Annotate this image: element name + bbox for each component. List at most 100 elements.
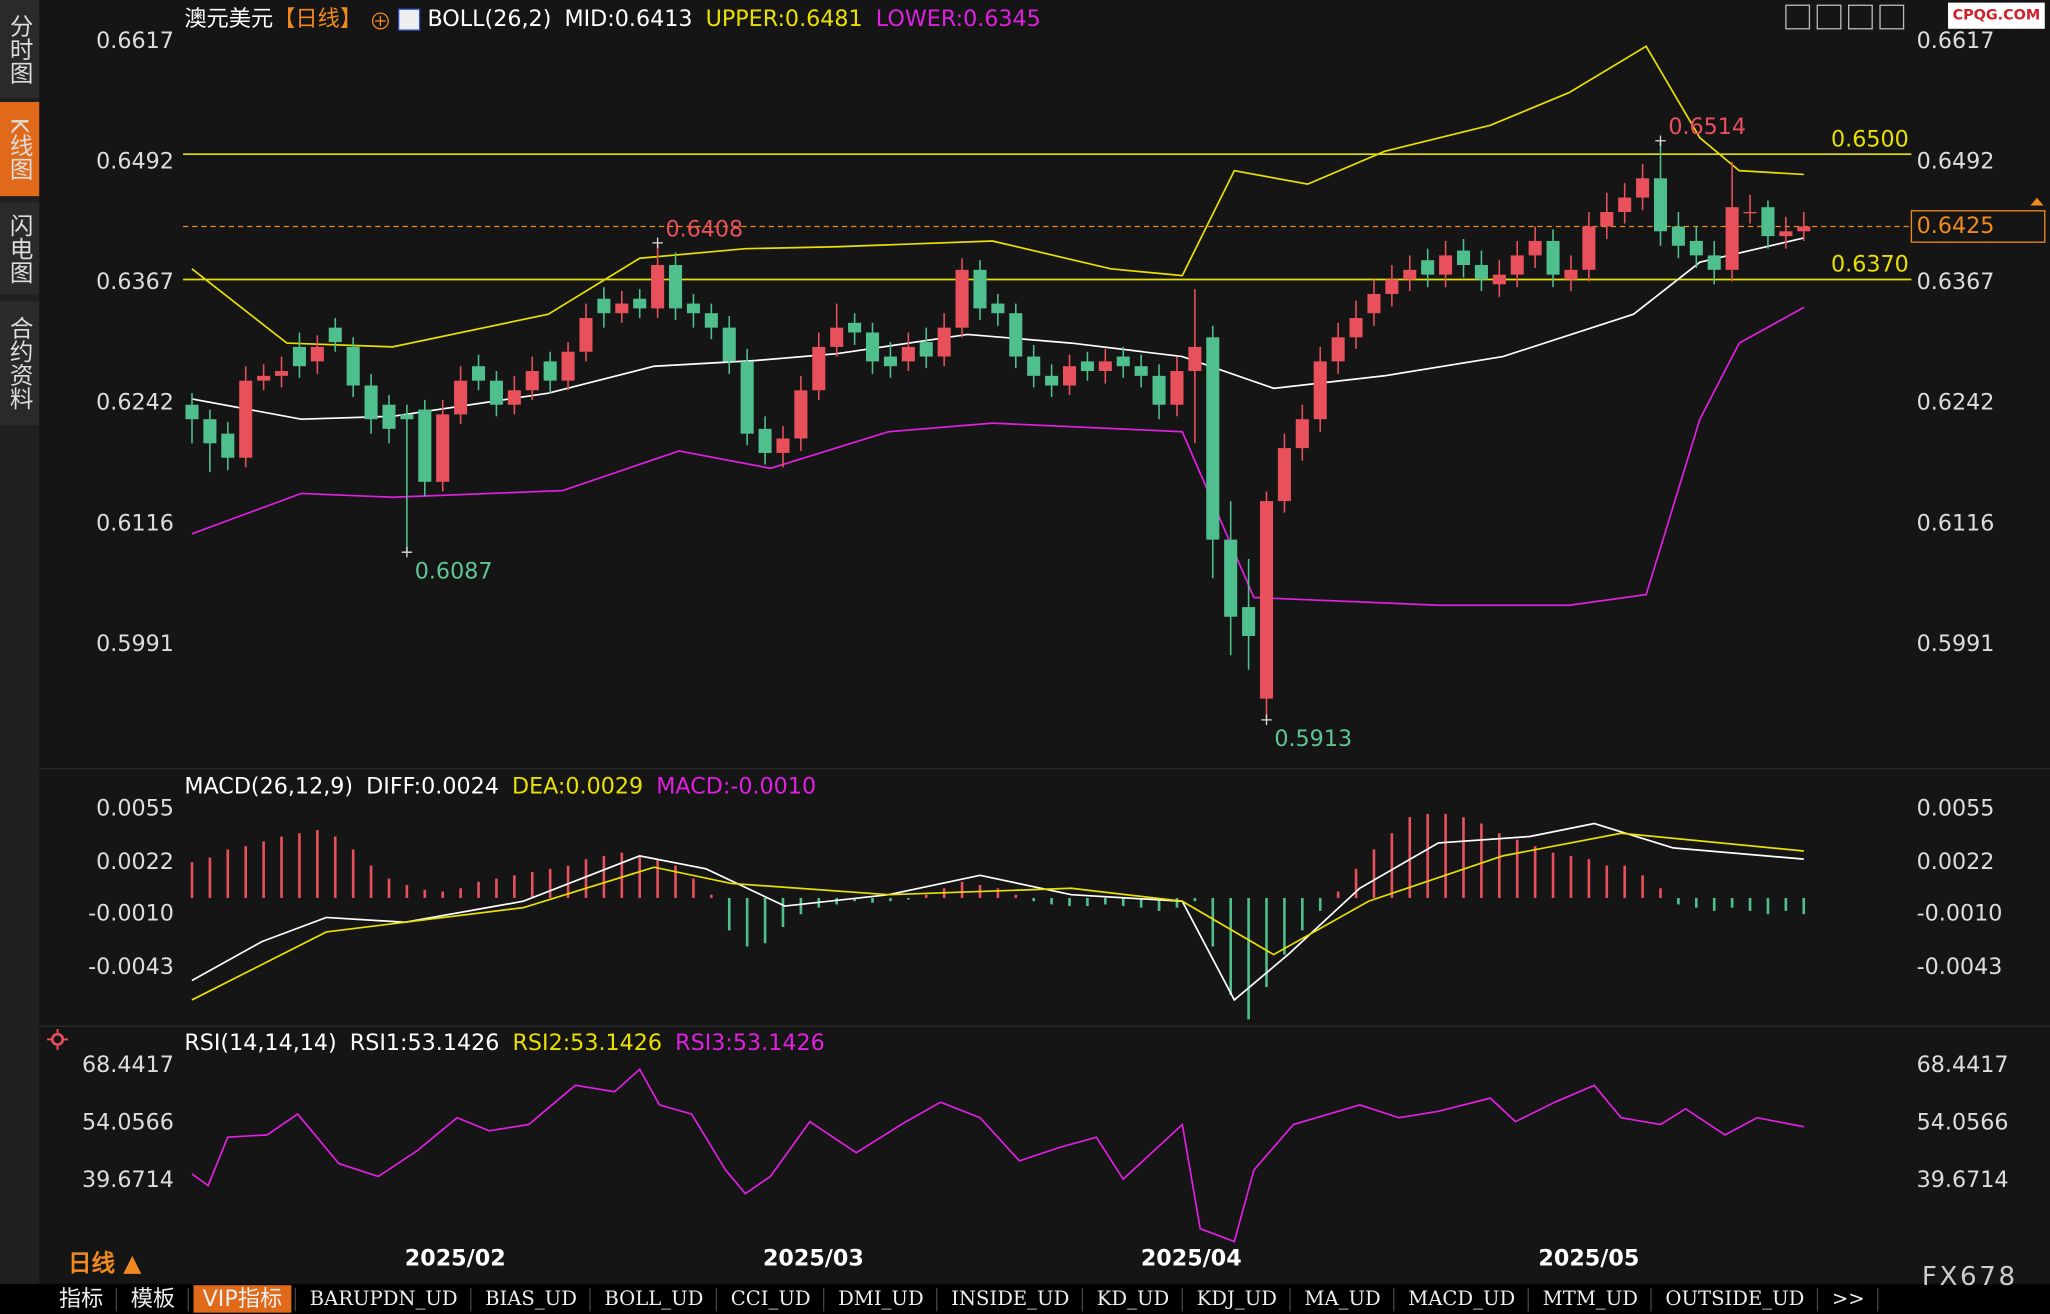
indicator-tab-label[interactable]: MA_UD	[1304, 1287, 1380, 1310]
indicator-tab[interactable]	[300, 1285, 467, 1313]
indicator-tab[interactable]	[1822, 1285, 1874, 1313]
indicator-tab-label[interactable]: MACD_UD	[1408, 1287, 1515, 1310]
indicator-tab[interactable]	[1656, 1285, 1814, 1313]
indicator-tab[interactable]	[941, 1285, 1079, 1313]
candle-body	[668, 265, 683, 309]
indicator-tab[interactable]	[121, 1285, 185, 1313]
tool-icon[interactable]	[1785, 4, 1811, 30]
extreme-label: 0.6514	[1668, 114, 1746, 140]
y-tick-label: 0.0055	[1917, 795, 1995, 821]
indicator-tab-label[interactable]: >>	[1832, 1287, 1865, 1310]
add-icon[interactable]	[375, 15, 386, 27]
candle-body	[1707, 255, 1721, 270]
candle-body	[937, 327, 951, 357]
indicator-tab[interactable]	[1399, 1285, 1525, 1313]
candle-body	[364, 385, 378, 420]
candle-body	[1403, 269, 1417, 280]
tool-icon[interactable]	[1879, 4, 1905, 30]
candle-body	[955, 269, 969, 328]
indicator-tab[interactable]	[721, 1285, 820, 1313]
y-tick-label: 0.6367	[1917, 269, 1995, 295]
last-price-box	[1910, 210, 2046, 243]
candle-body	[185, 404, 199, 420]
indicator-tab-label[interactable]: 指标	[59, 1286, 103, 1312]
indicator-tab-label[interactable]: OUTSIDE_UD	[1665, 1287, 1804, 1310]
tool-icon[interactable]	[1848, 4, 1873, 30]
indicator-tab[interactable]	[475, 1285, 587, 1313]
candle-body	[1421, 260, 1435, 275]
candle-body	[1725, 207, 1739, 270]
candle-body	[1385, 279, 1399, 294]
candle-body	[1761, 207, 1775, 237]
candle-body	[436, 414, 450, 482]
indicator-tab-label[interactable]: KD_UD	[1097, 1287, 1169, 1310]
candle-body	[346, 346, 360, 386]
candle-body	[579, 318, 593, 352]
legend-text: MACD(26,12,9)	[184, 774, 353, 800]
indicator-tab-label[interactable]: BARUPDN_UD	[310, 1287, 458, 1310]
candle-body	[1743, 212, 1757, 214]
candle-body	[1671, 226, 1685, 246]
sidebar-tab[interactable]	[0, 102, 40, 197]
horizontal-line-label: 0.6370	[1831, 252, 1909, 278]
candle-body	[1134, 366, 1148, 376]
indicator-tab-label[interactable]: BOLL_UD	[604, 1287, 703, 1310]
extreme-label: 0.6087	[415, 558, 493, 584]
legend-text: RSI(14,14,14)	[184, 1030, 336, 1056]
period-label[interactable]: 日线 ▲	[68, 1249, 142, 1277]
candle-body	[1618, 197, 1632, 213]
y-tick-label: 0.6116	[96, 511, 174, 537]
y-tick-label: 0.6367	[96, 269, 174, 295]
indicator-tab[interactable]	[1533, 1285, 1648, 1313]
candle-body	[597, 298, 611, 314]
candle-body	[257, 375, 271, 381]
indicator-tab-label[interactable]: MTM_UD	[1543, 1287, 1638, 1310]
watermark: FX678	[1922, 1262, 2018, 1292]
candle-body	[758, 428, 772, 453]
indicator-tab[interactable]	[1187, 1285, 1287, 1313]
candle-body	[1277, 448, 1291, 502]
indicator-tab-label[interactable]: 模板	[131, 1286, 175, 1312]
y-tick-label: 0.0022	[1917, 849, 1995, 875]
y-tick-label: -0.0010	[1917, 901, 2003, 927]
candle-body	[991, 303, 1005, 314]
indicator-line	[191, 822, 1804, 1002]
sidebar-tab-label[interactable]: 闪电图	[6, 213, 34, 284]
indicator-tab-label[interactable]: DMI_UD	[838, 1287, 924, 1310]
indicator-tab[interactable]	[828, 1285, 933, 1313]
indicator-tab-label[interactable]: BIAS_UD	[485, 1287, 577, 1310]
candle-body	[1116, 356, 1130, 367]
tool-icon[interactable]	[1816, 4, 1842, 30]
indicator-tab[interactable]	[595, 1285, 713, 1313]
indicator-tab[interactable]	[1087, 1285, 1179, 1313]
sidebar-tab-label[interactable]: 合约资料	[6, 315, 34, 410]
candle-body	[686, 303, 700, 314]
candle-body	[633, 298, 647, 309]
indicator-tab[interactable]	[49, 1285, 113, 1313]
indicator-tab-label[interactable]: INSIDE_UD	[951, 1287, 1069, 1310]
toolbar-icons[interactable]	[1785, 4, 1905, 30]
candle-body	[507, 390, 521, 405]
indicator-tab[interactable]	[1295, 1285, 1390, 1313]
indicator-tab[interactable]	[193, 1285, 292, 1313]
indicator-tab-label[interactable]: KDJ_UD	[1197, 1287, 1277, 1310]
sidebar-tab[interactable]	[0, 0, 40, 99]
y-tick-label: 39.6714	[1917, 1167, 2009, 1193]
legend-text: DIFF:0.0024	[366, 774, 499, 800]
sidebar-tab-label[interactable]: 分时图	[6, 13, 34, 84]
sidebar-tab[interactable]	[0, 300, 40, 425]
y-tick-label: 0.6617	[1917, 28, 1995, 54]
candle-body	[1098, 361, 1112, 372]
x-tick-label: 2025/04	[1141, 1246, 1242, 1272]
legend-text: MACD:-0.0010	[656, 774, 816, 800]
candle-body	[1080, 361, 1094, 372]
y-tick-label: -0.0043	[1917, 954, 2003, 980]
candle-body	[221, 433, 235, 458]
add-icon[interactable]	[371, 12, 389, 30]
indicator-tab-label[interactable]: CCI_UD	[731, 1287, 811, 1310]
sidebar-tab-label[interactable]: K线图	[6, 118, 34, 181]
candle-body	[704, 313, 718, 328]
candle-body	[776, 438, 790, 453]
sidebar-tab[interactable]	[0, 202, 40, 295]
indicator-tab-label[interactable]: VIP指标	[203, 1286, 283, 1312]
